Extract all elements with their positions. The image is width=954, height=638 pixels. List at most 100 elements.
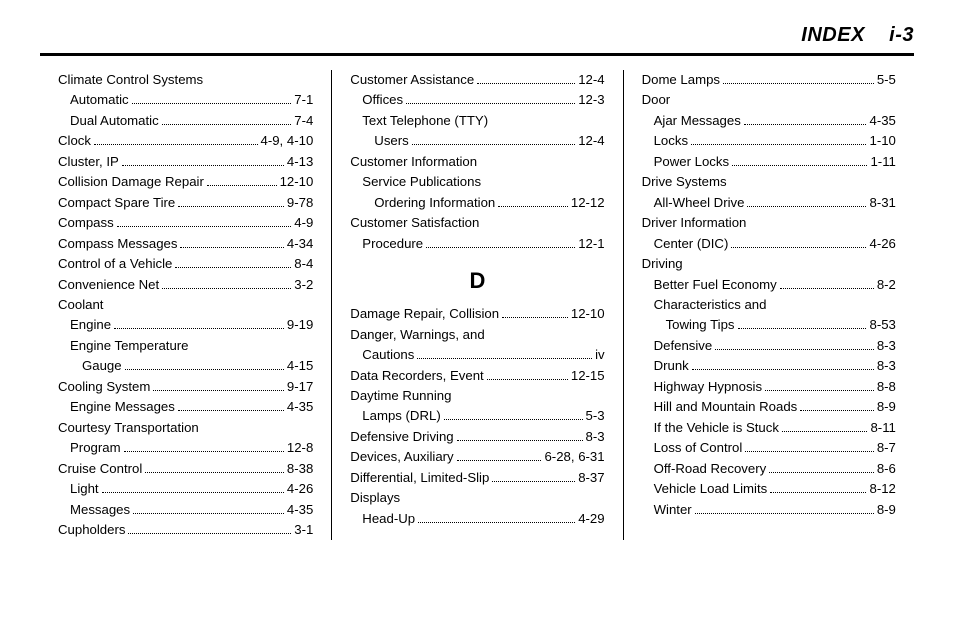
- index-entry: Damage Repair, Collision12-10: [350, 304, 604, 324]
- leader-dots: [477, 83, 575, 84]
- index-entry: Lamps (DRL)5-3: [350, 406, 604, 426]
- index-entry-page: 8-7: [877, 438, 896, 458]
- index-entry: All-Wheel Drive8-31: [642, 193, 896, 213]
- index-entry-label: Cautions: [362, 345, 414, 365]
- index-entry: Cruise Control 8-38: [58, 459, 313, 479]
- index-entry-label: Defensive Driving: [350, 427, 453, 447]
- index-entry-page: 4-9, 4-10: [261, 131, 314, 151]
- index-entry-page: 4-35: [287, 500, 313, 520]
- page-header: INDEX i-3: [40, 24, 914, 56]
- index-entry: Loss of Control8-7: [642, 438, 896, 458]
- leader-dots: [178, 206, 284, 207]
- index-entry: Engine Messages4-35: [58, 397, 313, 417]
- index-entry-label: Climate Control Systems: [58, 70, 203, 90]
- index-entry: Daytime Running: [350, 386, 604, 406]
- index-column-1: Climate Control SystemsAutomatic7-1Dual …: [40, 70, 331, 540]
- leader-dots: [175, 267, 291, 268]
- index-entry: Drunk8-3: [642, 356, 896, 376]
- index-entry-label: All-Wheel Drive: [654, 193, 745, 213]
- index-entry-page: 12-10: [571, 304, 605, 324]
- index-entry: Defensive8-3: [642, 336, 896, 356]
- index-entry-label: Coolant: [58, 295, 103, 315]
- index-entry: Climate Control Systems: [58, 70, 313, 90]
- leader-dots: [162, 288, 291, 289]
- index-entry-page: 8-38: [287, 459, 313, 479]
- leader-dots: [207, 185, 277, 186]
- leader-dots: [457, 440, 583, 441]
- leader-dots: [122, 165, 284, 166]
- leader-dots: [102, 492, 284, 493]
- leader-dots: [153, 390, 284, 391]
- index-entry-label: Engine Messages: [70, 397, 175, 417]
- index-entry-page: 5-3: [586, 406, 605, 426]
- leader-dots: [692, 369, 874, 370]
- index-entry-label: Cupholders: [58, 520, 125, 540]
- leader-dots: [145, 472, 284, 473]
- index-entry-page: 7-1: [294, 90, 313, 110]
- index-entry-label: Cruise Control: [58, 459, 142, 479]
- index-entry-page: 4-15: [287, 356, 313, 376]
- index-entry-page: 8-53: [869, 315, 895, 335]
- header-pagenum: i-3: [889, 24, 914, 46]
- index-entry: Compass4-9: [58, 213, 313, 233]
- index-entry: Ajar Messages 4-35: [642, 111, 896, 131]
- index-entry-label: Drunk: [654, 356, 689, 376]
- leader-dots: [487, 379, 568, 380]
- index-entry: Compass Messages 4-34: [58, 234, 313, 254]
- index-entry: Towing Tips 8-53: [642, 315, 896, 335]
- index-entry: Service Publications: [350, 172, 604, 192]
- index-entry-label: Collision Damage Repair: [58, 172, 204, 192]
- leader-dots: [770, 492, 866, 493]
- leader-dots: [128, 533, 291, 534]
- leader-dots: [800, 410, 874, 411]
- index-entry: Collision Damage Repair12-10: [58, 172, 313, 192]
- index-entry-page: 8-12: [869, 479, 895, 499]
- index-entry-label: Displays: [350, 488, 400, 508]
- index-entry-label: Gauge: [82, 356, 122, 376]
- index-entry-page: iv: [595, 345, 605, 365]
- index-entry: Head-Up4-29: [350, 509, 604, 529]
- index-entry-label: Engine: [70, 315, 111, 335]
- index-entry-label: Ajar Messages: [654, 111, 741, 131]
- leader-dots: [162, 124, 292, 125]
- index-columns: Climate Control SystemsAutomatic7-1Dual …: [40, 70, 914, 540]
- leader-dots: [94, 144, 258, 145]
- index-entry: Dual Automatic7-4: [58, 111, 313, 131]
- leader-dots: [114, 328, 284, 329]
- index-entry: Compact Spare Tire9-78: [58, 193, 313, 213]
- leader-dots: [492, 481, 575, 482]
- index-entry-page: 4-34: [287, 234, 313, 254]
- index-entry-label: Defensive: [654, 336, 713, 356]
- index-entry-label: Vehicle Load Limits: [654, 479, 768, 499]
- index-entry-page: 6-28, 6-31: [544, 447, 604, 467]
- index-entry-label: Towing Tips: [666, 315, 735, 335]
- leader-dots: [417, 358, 592, 359]
- index-entry-label: Compass Messages: [58, 234, 177, 254]
- index-entry-label: Dome Lamps: [642, 70, 720, 90]
- index-column-3: Dome Lamps5-5DoorAjar Messages4-35Locks1…: [623, 70, 914, 540]
- index-entry-page: 4-26: [869, 234, 895, 254]
- index-entry: Program12-8: [58, 438, 313, 458]
- index-entry-page: 1-10: [869, 131, 895, 151]
- index-entry-label: Locks: [654, 131, 688, 151]
- index-entry-label: Customer Information: [350, 152, 477, 172]
- leader-dots: [132, 103, 292, 104]
- index-entry-page: 4-35: [869, 111, 895, 131]
- index-entry-label: Drive Systems: [642, 172, 727, 192]
- index-entry: Characteristics and: [642, 295, 896, 315]
- index-entry-page: 4-13: [287, 152, 313, 172]
- index-entry: Driver Information: [642, 213, 896, 233]
- index-entry: Engine9-19: [58, 315, 313, 335]
- index-entry-label: Winter: [654, 500, 692, 520]
- index-entry: Differential, Limited-Slip8-37: [350, 468, 604, 488]
- index-entry: Customer Satisfaction: [350, 213, 604, 233]
- leader-dots: [426, 247, 575, 248]
- index-entry-label: Data Recorders, Event: [350, 366, 483, 386]
- index-entry: Vehicle Load Limits 8-12: [642, 479, 896, 499]
- index-entry-label: Courtesy Transportation: [58, 418, 199, 438]
- leader-dots: [738, 328, 867, 329]
- leader-dots: [444, 419, 583, 420]
- index-entry-label: Convenience Net: [58, 275, 159, 295]
- index-entry: Cautions iv: [350, 345, 604, 365]
- leader-dots: [732, 165, 867, 166]
